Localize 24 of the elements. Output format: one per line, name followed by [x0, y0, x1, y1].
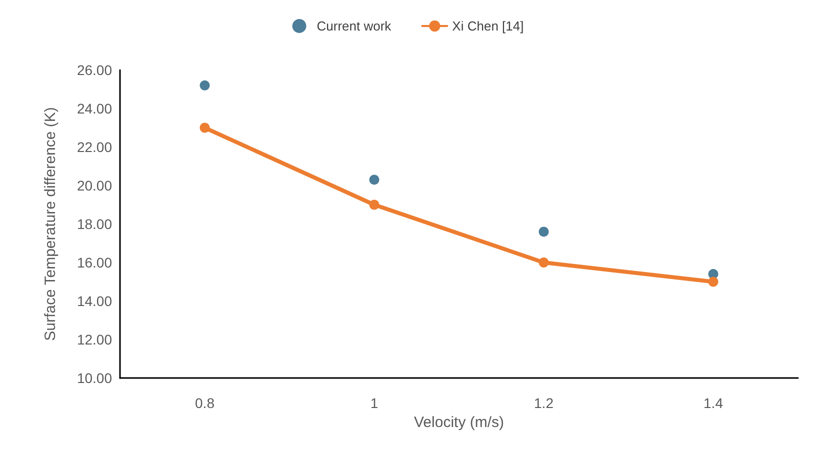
x-tick-label: 0.8 — [195, 395, 215, 411]
point — [708, 276, 718, 287]
y-tick-label: 22.00 — [76, 139, 112, 155]
point — [538, 258, 549, 268]
y-axis-title: Surface Temperature difference (K) — [42, 107, 59, 341]
y-tick-label: 24.00 — [76, 100, 112, 116]
x-axis-title: Velocity (m/s) — [414, 414, 504, 431]
y-tick-label: 20.00 — [76, 178, 112, 194]
legend-label: Current work — [316, 18, 392, 34]
y-tick-label: 12.00 — [76, 332, 112, 348]
y-tick-label: 18.00 — [76, 216, 112, 232]
point — [369, 200, 380, 210]
point — [538, 226, 549, 237]
y-tick-label: 26.00 — [76, 62, 112, 78]
x-tick-label: 1.2 — [534, 395, 554, 411]
y-tick-label: 10.00 — [76, 370, 112, 386]
point — [200, 122, 210, 133]
y-tick-label: 14.00 — [76, 293, 112, 309]
y-tick-label: 16.00 — [76, 254, 112, 270]
x-tick-label: 1.4 — [704, 395, 724, 411]
legend-label: Xi Chen [14] — [452, 18, 524, 34]
point — [200, 80, 210, 90]
x-tick-label: 1 — [370, 395, 378, 411]
point — [369, 174, 380, 185]
